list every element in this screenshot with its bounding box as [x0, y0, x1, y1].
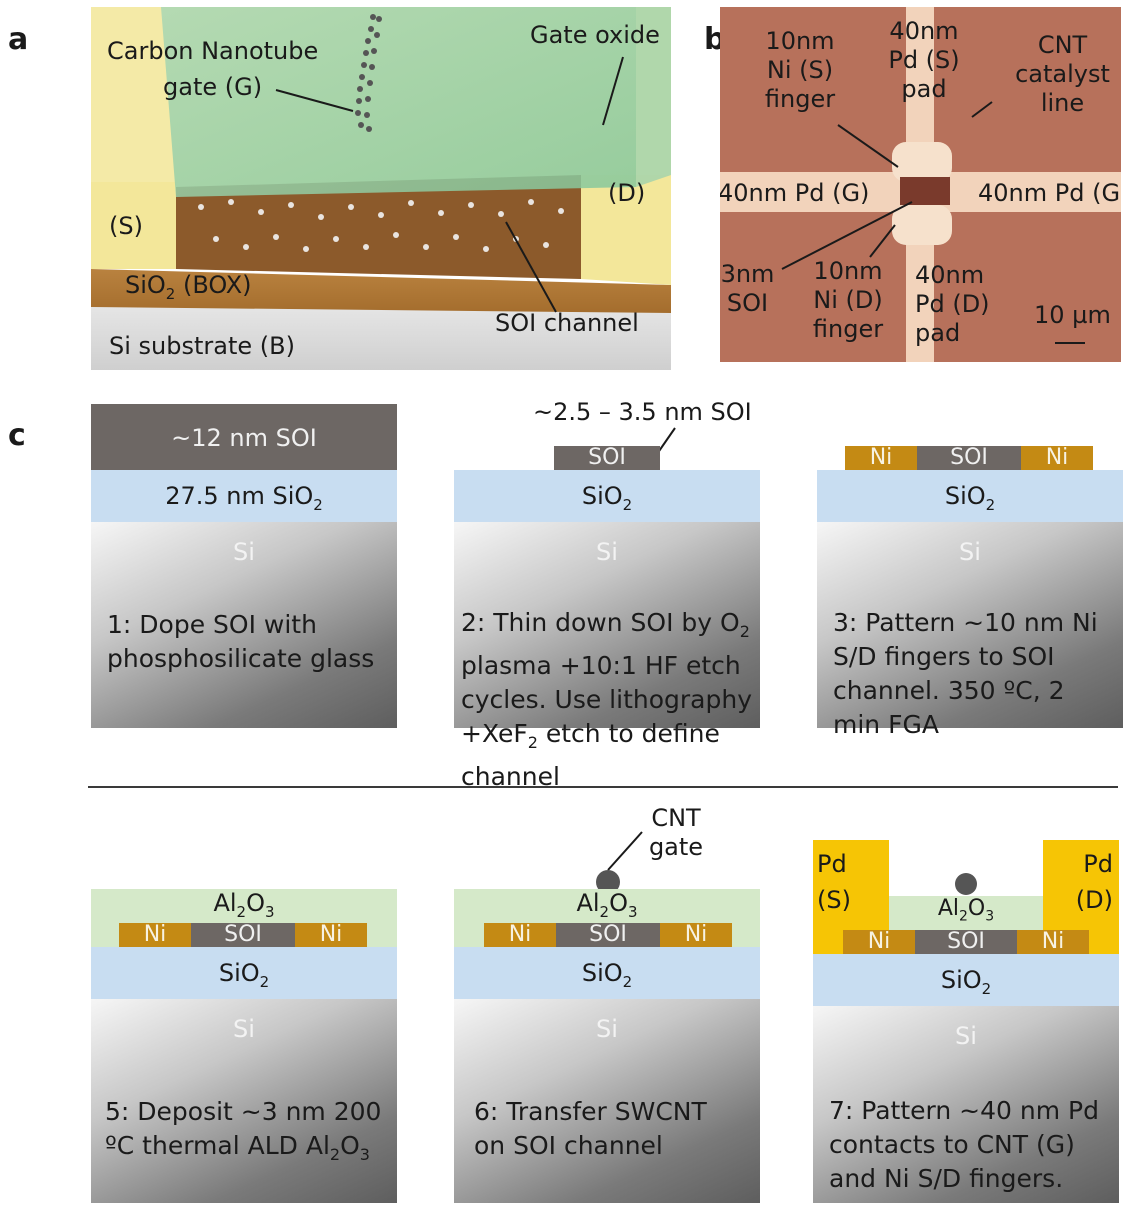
soi-layer: SOI: [917, 446, 1021, 470]
panel-letter-a: a: [8, 22, 29, 57]
step-1-caption: 1: Dope SOI with phosphosilicate glass: [107, 610, 375, 673]
si-substrate: Si 1: Dope SOI with phosphosilicate glass: [91, 522, 397, 728]
device-3d-illustration: [91, 7, 671, 370]
sio2-layer: 27.5 nm SiO2: [91, 470, 397, 522]
ni-right: Ni: [660, 923, 732, 947]
soi-thin-layer: SOI: [554, 446, 660, 470]
ni-left: Ni: [845, 446, 917, 470]
soi-3nm-label: 3nm SOI: [720, 260, 775, 317]
sio2-layer: SiO2: [91, 947, 397, 999]
si-substrate: Si: [454, 522, 760, 728]
sio2-layer: SiO2: [817, 470, 1123, 522]
cnt-catalyst-label: CNT catalyst line: [1015, 31, 1110, 117]
box-label: SiO2 (BOX): [125, 271, 252, 303]
ni-s-finger-label: 10nm Ni (S) finger: [764, 27, 836, 113]
source-label: (S): [109, 212, 143, 240]
ni-right: Ni: [1021, 446, 1093, 470]
ni-left: Ni: [119, 923, 191, 947]
step-5-caption: 5: Deposit ~3 nm 200 ºC thermal ALD Al2O…: [105, 1097, 382, 1164]
substrate-label: Si substrate (B): [109, 332, 295, 360]
ni-left: Ni: [484, 923, 556, 947]
soi-thickness-callout: ~2.5 – 3.5 nm SOI: [533, 398, 752, 426]
step-7-caption: 7: Pattern ~40 nm Pd contacts to CNT (G) a…: [829, 1096, 1099, 1193]
soi-layer: SOI: [191, 923, 295, 947]
step-2-caption: 2: Thin down SOI by O2 plasma +10:1 HF e…: [461, 608, 752, 791]
sio2-layer: SiO2: [454, 947, 760, 999]
scale-bar-label: 10 µm: [1034, 301, 1111, 329]
si-substrate: Si 3: Pattern ~10 nm Ni S/D fingers to SO…: [817, 522, 1123, 739]
pd-s-pad-label: 40nm Pd (S) pad: [888, 17, 960, 103]
panel-a-schematic: Carbon Nanotube gate (G) Gate oxide (S) …: [91, 7, 671, 370]
step-1-stack: ~12 nm SOI 27.5 nm SiO2 Si 1: Dope SOI w…: [91, 404, 397, 728]
gate-oxide-label: Gate oxide: [530, 21, 660, 49]
step-3-caption: 3: Pattern ~10 nm Ni S/D fingers to SOI c…: [833, 608, 1098, 739]
step-3-stack: Ni SOI Ni SiO2 Si 3: Pattern ~10 nm Ni S/…: [817, 446, 1123, 739]
pd-g-right-label: 40nm Pd (G): [978, 179, 1121, 207]
step-7-stack: Pd (S) Pd (D) Al2O3 Ni SOI Ni SiO2 Si 7:…: [813, 840, 1119, 1203]
row-divider: [88, 786, 1118, 788]
sio2-layer: SiO2: [813, 954, 1119, 1006]
soi-channel-label: SOI channel: [495, 309, 639, 337]
micrograph-image: [720, 7, 1121, 362]
ni-right: Ni: [295, 923, 367, 947]
si-substrate: Si 7: Pattern ~40 nm Pd contacts to CNT (…: [813, 1006, 1119, 1203]
soi-layer: SOI: [915, 930, 1017, 954]
panel-letter-c: c: [8, 418, 26, 453]
cnt-gate-label-2: gate (G): [163, 73, 263, 101]
cnt-gate-label-1: Carbon Nanotube: [107, 37, 319, 65]
step-5-stack: Al2O3 Ni SOI Ni SiO2 Si 5: Deposit ~3 nm…: [91, 889, 397, 1203]
pd-g-left-label: 40nm Pd (G): [720, 179, 870, 207]
soi-layer: ~12 nm SOI: [91, 404, 397, 470]
panel-b-micrograph: 10nm Ni (S) finger 40nm Pd (S) pad CNT cataly…: [720, 7, 1121, 362]
pd-d-pad-label: 40nm Pd (D) pad: [915, 261, 990, 347]
step-2-stack: SOI SiO2 Si: [454, 446, 760, 728]
cnt-gate-callout: CNT gate: [648, 804, 704, 861]
ni-d-finger-label: 10nm Ni (D) finger: [812, 257, 884, 343]
sio2-layer: SiO2: [454, 470, 760, 522]
drain-label: (D): [608, 179, 646, 207]
al2o3-layer: Al2O3: [889, 896, 1043, 930]
step-6-stack: Al2O3 Ni SOI Ni SiO2 Si 6: Transfer SWCN…: [454, 889, 760, 1203]
si-substrate: Si 6: Transfer SWCNT on SOI channel: [454, 999, 760, 1203]
step-6-caption: 6: Transfer SWCNT on SOI channel: [474, 1097, 707, 1160]
cnt-callout-line: [607, 831, 643, 871]
ni-left: Ni: [843, 930, 915, 954]
cnt-dot: [955, 873, 977, 895]
soi-layer: SOI: [556, 923, 660, 947]
si-substrate: Si 5: Deposit ~3 nm 200 ºC thermal ALD A…: [91, 999, 397, 1203]
ni-right: Ni: [1017, 930, 1089, 954]
